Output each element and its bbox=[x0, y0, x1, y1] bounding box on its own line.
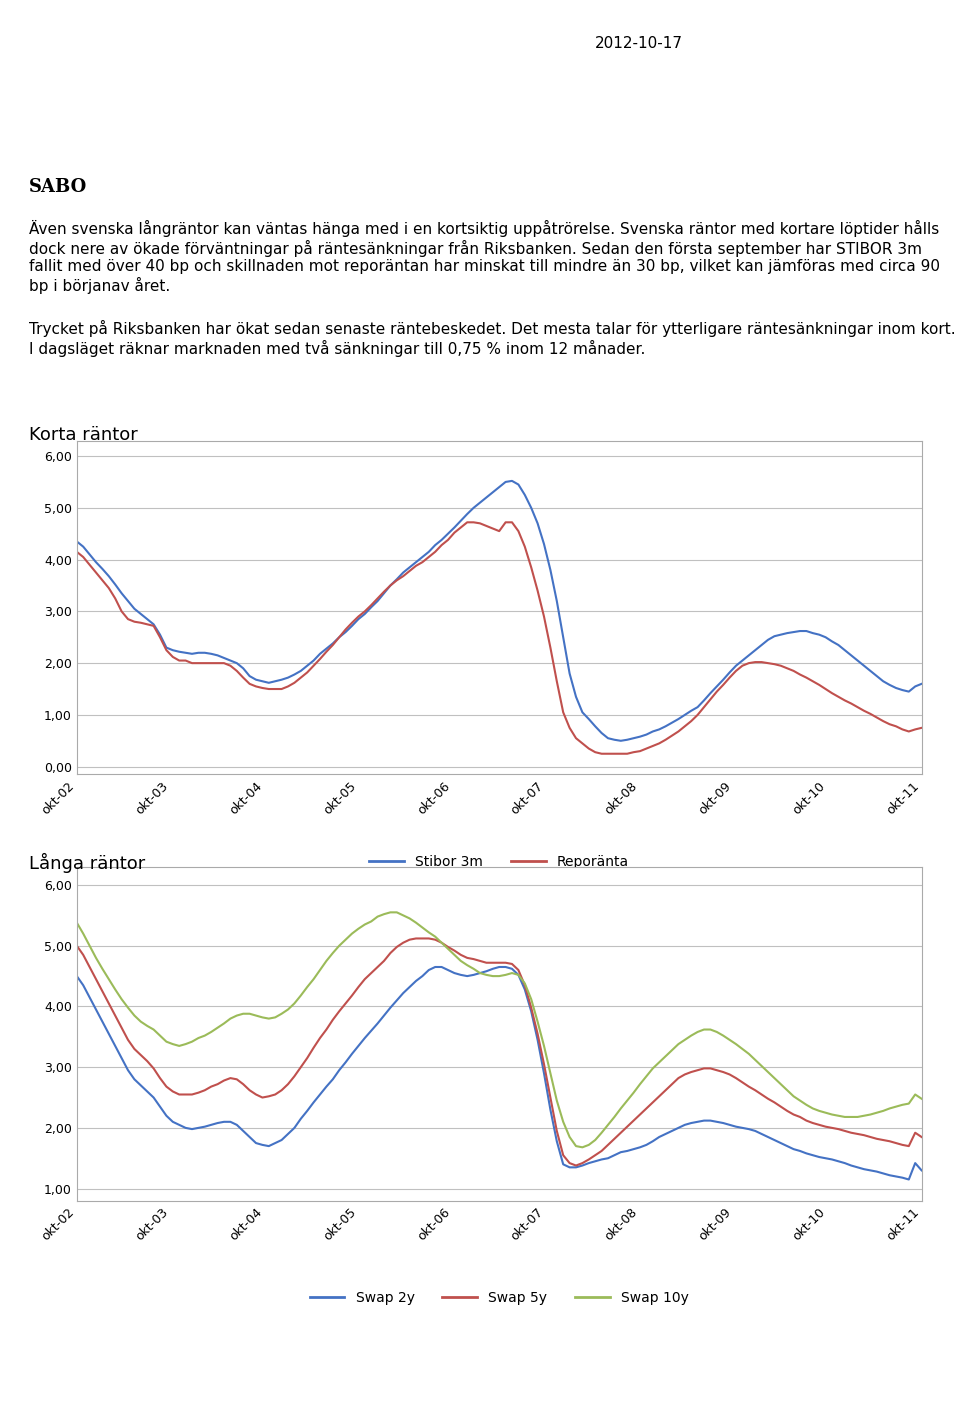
Swap 2y bbox=[660, 1125, 671, 1142]
Stibor 3m bbox=[506, 472, 517, 489]
Swap 2y bbox=[609, 1147, 620, 1164]
Swap 5y bbox=[916, 1128, 927, 1145]
Swap 2y bbox=[71, 968, 83, 985]
Text: 2012-10-17: 2012-10-17 bbox=[595, 36, 684, 51]
Swap 10y bbox=[577, 1138, 588, 1155]
Reporänta bbox=[640, 740, 652, 757]
Stibor 3m bbox=[666, 715, 678, 732]
Line: Stibor 3m: Stibor 3m bbox=[77, 480, 922, 740]
Text: SABO: SABO bbox=[29, 178, 87, 196]
Reporänta bbox=[129, 614, 140, 631]
Reporänta bbox=[462, 514, 473, 531]
Stibor 3m bbox=[71, 533, 83, 550]
Stibor 3m bbox=[609, 732, 620, 749]
Reporänta bbox=[877, 712, 889, 729]
Swap 5y bbox=[570, 1157, 582, 1174]
Line: Reporänta: Reporänta bbox=[77, 523, 922, 753]
Swap 2y bbox=[890, 1168, 901, 1185]
Swap 5y bbox=[640, 1100, 652, 1117]
Swap 2y bbox=[871, 1162, 882, 1179]
Reporänta bbox=[71, 543, 83, 560]
Swap 5y bbox=[897, 1137, 908, 1154]
Swap 10y bbox=[71, 914, 83, 931]
Swap 10y bbox=[640, 1067, 652, 1084]
Stibor 3m bbox=[897, 682, 908, 699]
Swap 2y bbox=[129, 1071, 140, 1088]
Line: Swap 2y: Swap 2y bbox=[77, 966, 922, 1179]
Swap 2y bbox=[429, 958, 441, 975]
Line: Swap 10y: Swap 10y bbox=[77, 912, 922, 1147]
Reporänta bbox=[916, 719, 927, 736]
Swap 2y bbox=[903, 1171, 915, 1188]
Reporänta bbox=[666, 728, 678, 745]
Swap 10y bbox=[385, 904, 396, 921]
Reporänta bbox=[615, 745, 627, 762]
Swap 5y bbox=[615, 1124, 627, 1141]
Swap 10y bbox=[877, 1103, 889, 1120]
Stibor 3m bbox=[877, 672, 889, 689]
Text: Även svenska långräntor kan väntas hänga med i en kortsiktig uppåtrörelse. Svens: Även svenska långräntor kan väntas hänga… bbox=[29, 220, 940, 294]
Swap 10y bbox=[666, 1042, 678, 1059]
Line: Swap 5y: Swap 5y bbox=[77, 938, 922, 1165]
Legend: Swap 2y, Swap 5y, Swap 10y: Swap 2y, Swap 5y, Swap 10y bbox=[304, 1286, 694, 1310]
Swap 10y bbox=[897, 1096, 908, 1113]
Swap 10y bbox=[615, 1100, 627, 1117]
Swap 5y bbox=[877, 1131, 889, 1148]
Swap 5y bbox=[129, 1040, 140, 1057]
Text: Trycket på Riksbanken har ökat sedan senaste räntebeskedet. Det mesta talar för : Trycket på Riksbanken har ökat sedan sen… bbox=[29, 320, 955, 357]
Stibor 3m bbox=[640, 726, 652, 743]
Swap 10y bbox=[916, 1090, 927, 1107]
Stibor 3m bbox=[916, 675, 927, 692]
Stibor 3m bbox=[615, 732, 627, 749]
Legend: Stibor 3m, Reporänta: Stibor 3m, Reporänta bbox=[364, 850, 635, 874]
Reporänta bbox=[897, 720, 908, 737]
Text: Korta räntor: Korta räntor bbox=[29, 426, 137, 445]
Text: Långa räntor: Långa räntor bbox=[29, 853, 145, 872]
Swap 2y bbox=[916, 1162, 927, 1179]
Swap 10y bbox=[129, 1007, 140, 1025]
Reporänta bbox=[596, 745, 608, 762]
Swap 2y bbox=[635, 1138, 646, 1155]
Stibor 3m bbox=[129, 600, 140, 617]
Swap 5y bbox=[666, 1076, 678, 1093]
Swap 5y bbox=[410, 929, 421, 946]
Swap 5y bbox=[71, 938, 83, 955]
